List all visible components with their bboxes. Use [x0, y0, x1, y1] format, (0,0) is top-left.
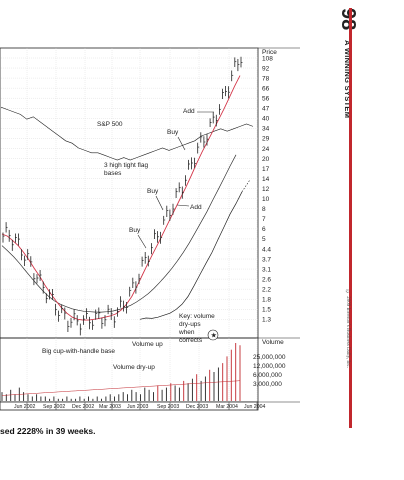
date-tick-label: Dec 2003	[186, 404, 208, 410]
sp500-label: S&P 500	[97, 121, 123, 128]
hight-tight-flag-label-2: bases	[104, 170, 122, 177]
add-arrow-mid	[176, 204, 190, 207]
side-rule	[349, 8, 352, 428]
price-tick-label: 8	[262, 206, 266, 213]
rs-line	[139, 191, 243, 320]
buy-label-low: Buy	[129, 227, 141, 234]
price-tick-label: 17	[262, 166, 270, 173]
price-axis-label: Price	[262, 49, 277, 56]
date-tick-label: Jun 2003	[127, 404, 148, 410]
price-tick-label: 14	[262, 176, 270, 183]
volume-average-line	[1, 380, 241, 396]
price-tick-label: 78	[262, 75, 270, 82]
price-tick-label: 34	[262, 126, 270, 133]
price-tick-label: 7	[262, 216, 266, 223]
relative-strength-line	[139, 179, 251, 320]
add-label-mid: Add	[190, 204, 202, 211]
price-tick-label: 12	[262, 186, 270, 193]
key-label-2: dry-ups	[179, 321, 201, 328]
date-tick-label: Sep 2002	[43, 404, 65, 410]
key-star: ★	[211, 332, 217, 340]
buy-label-mid: Buy	[147, 188, 159, 195]
price-tick-label: 108	[262, 55, 273, 62]
cup-handle-label: Big cup-with-handle base	[42, 348, 115, 355]
price-tick-label: 3.1	[262, 266, 271, 273]
price-tick-label: 66	[262, 85, 270, 92]
volume-tick-label: 12,000,000	[253, 363, 286, 370]
price-tick-label: 24	[262, 146, 270, 153]
price-tick-label: 1.3	[262, 317, 271, 324]
date-tick-label: Jun 2004	[244, 404, 265, 410]
price-tick-label: 1.8	[262, 297, 271, 304]
price-axis: Price 1089278665647403429242017141210876…	[262, 49, 277, 324]
rs-projection-line	[241, 179, 251, 192]
key-label-4: corrects	[179, 337, 203, 344]
date-tick-label: Mar 2004	[216, 404, 238, 410]
fast-moving-average	[1, 75, 241, 321]
price-tick-label: 47	[262, 106, 270, 113]
date-tick-label: Sep 2003	[157, 404, 179, 410]
copyright-notice: © 2009 Investor's Business Daily, Inc.	[345, 290, 350, 368]
sp500-line	[0, 106, 254, 161]
price-tick-label: 2.2	[262, 286, 271, 293]
volume-tick-label: 3,000,000	[253, 381, 282, 388]
volume-bars	[1, 343, 241, 401]
slow-ma-line	[1, 154, 237, 313]
sp500-series	[0, 106, 254, 161]
price-tick-label: 4.4	[262, 246, 271, 253]
key-symbol	[207, 329, 219, 341]
price-tick-label: 5	[262, 236, 266, 243]
figure-caption: sed 2228% in 39 weeks.	[0, 426, 96, 436]
buy-label-top: Buy	[167, 129, 179, 136]
key-label-1: Key: volume	[179, 313, 215, 320]
price-tick-label: 29	[262, 136, 270, 143]
price-tick-label: 2.6	[262, 276, 271, 283]
volume-dryup-label: Volume dry-up	[113, 364, 155, 371]
volume-axis-label: Volume	[262, 339, 284, 346]
price-tick-label: 40	[262, 116, 270, 123]
key-label-3: when	[178, 329, 195, 336]
volume-axis: Volume 25,000,000 12,000,000 6,000,000 3,00…	[253, 339, 286, 388]
volume-tick-label: 6,000,000	[253, 372, 282, 379]
buy-arrow-mid	[155, 195, 164, 211]
date-tick-label: Dec 2002	[72, 404, 94, 410]
slow-moving-average	[1, 154, 237, 313]
date-tick-label: Jun 2002	[14, 404, 35, 410]
date-strip	[0, 401, 259, 411]
grid-lines	[1, 48, 258, 410]
price-bars	[2, 56, 243, 336]
price-tick-label: 6	[262, 226, 266, 233]
price-tick-label: 92	[262, 65, 270, 72]
price-tick-label: 56	[262, 96, 270, 103]
fast-ma-line	[1, 75, 241, 321]
price-tick-label: 1.5	[262, 307, 271, 314]
price-tick-label: 3.7	[262, 256, 271, 263]
price-panel-frame	[0, 47, 259, 339]
annotations: S&P 500 Add Buy 3 high tight flag bases …	[42, 108, 219, 371]
buy-arrow-top	[177, 136, 186, 151]
hight-tight-flag-label: 3 high tight flag	[104, 162, 148, 169]
volume-tick-label: 25,000,000	[253, 354, 286, 361]
price-tick-label: 20	[262, 156, 270, 163]
page-number: 98	[337, 8, 359, 31]
price-tick-label: 10	[262, 196, 270, 203]
add-label-top: Add	[183, 108, 195, 115]
date-axis: Jun 2002 Sep 2002 Dec 2002 Mar 2003 Jun 2003…	[14, 402, 265, 410]
date-tick-label: Mar 2003	[99, 404, 121, 410]
volume-up-label: Volume up	[132, 341, 163, 348]
running-head: A WINNING SYSTEM	[343, 40, 352, 119]
buy-arrow-low	[137, 234, 147, 249]
